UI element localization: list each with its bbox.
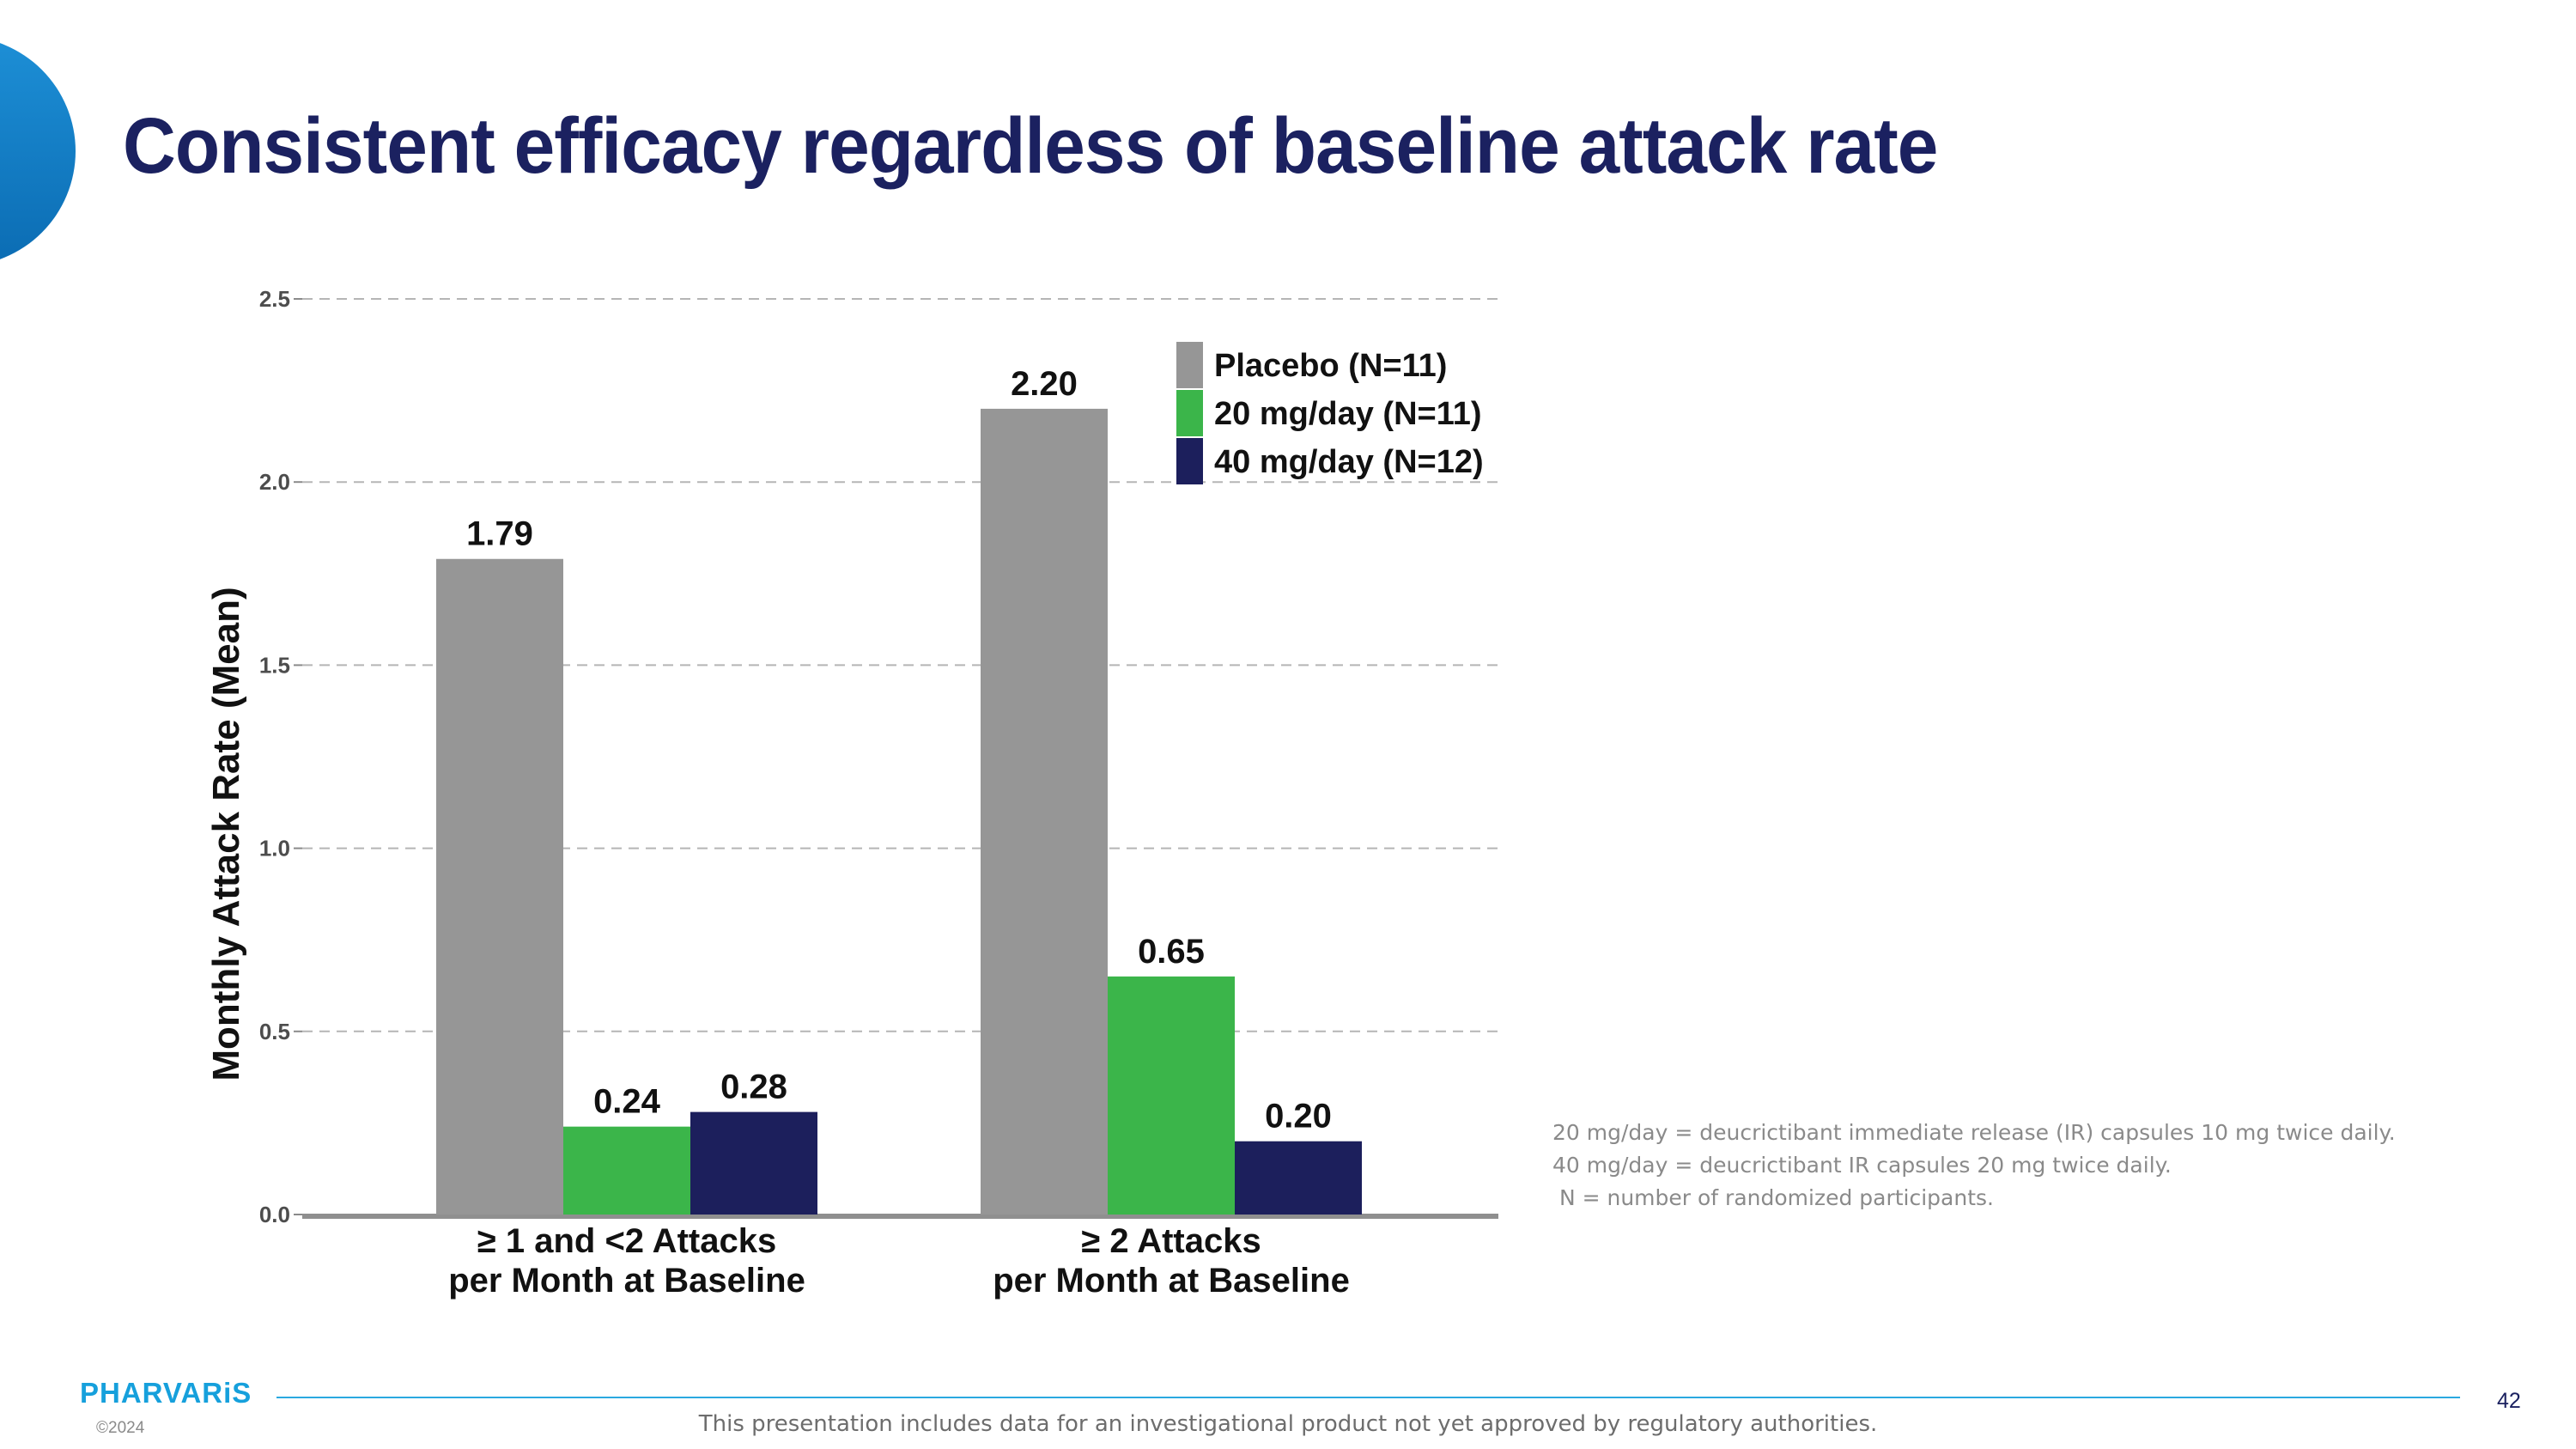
page-number: 42 xyxy=(2497,1389,2521,1413)
bar xyxy=(690,1111,817,1215)
slide-title: Consistent efficacy regardless of baseli… xyxy=(123,102,1938,190)
footnote-40mg: 40 mg/day = deucrictibant IR capsules 20… xyxy=(1552,1153,2172,1178)
legend-swatch xyxy=(1176,342,1203,388)
bar-value-label: 2.20 xyxy=(1011,365,1078,403)
y-axis-label: Monthly Attack Rate (Mean) xyxy=(205,587,247,1081)
bar-value-label: 1.79 xyxy=(466,515,533,553)
bar-value-label: 0.20 xyxy=(1265,1098,1332,1135)
y-tick-label: 1.5 xyxy=(259,652,290,678)
bar xyxy=(563,1126,690,1215)
legend-label: Placebo (N=11) xyxy=(1214,348,1447,384)
bar xyxy=(1108,976,1235,1215)
y-tick-label: 0.5 xyxy=(259,1019,290,1044)
x-category-label: per Month at Baseline xyxy=(993,1262,1350,1300)
bar-value-label: 0.24 xyxy=(593,1083,661,1121)
x-category-label: ≥ 1 and <2 Attacks xyxy=(477,1222,776,1260)
y-tick-label: 1.0 xyxy=(259,836,290,861)
legend-swatch xyxy=(1176,390,1203,436)
footnote-20mg: 20 mg/day = deucrictibant immediate rele… xyxy=(1552,1120,2396,1145)
y-tick-label: 0.0 xyxy=(259,1202,290,1227)
legend-label: 20 mg/day (N=11) xyxy=(1214,396,1482,432)
bar-value-label: 0.65 xyxy=(1138,933,1205,971)
footnotes: 20 mg/day = deucrictibant immediate rele… xyxy=(1552,1117,2396,1215)
bar-value-label: 0.28 xyxy=(720,1068,787,1106)
copyright: ©2024 xyxy=(96,1419,145,1437)
footnote-n: N = number of randomized participants. xyxy=(1552,1185,1994,1210)
bar xyxy=(1235,1141,1362,1215)
x-category-label: per Month at Baseline xyxy=(448,1262,805,1300)
disclaimer: This presentation includes data for an i… xyxy=(698,1411,1878,1437)
legend-swatch xyxy=(1176,438,1203,484)
y-tick-label: 2.0 xyxy=(259,469,290,495)
pharvaris-logo: PHARVARiS xyxy=(80,1377,252,1409)
x-category-label: ≥ 2 Attacks xyxy=(1081,1222,1261,1260)
legend-label: 40 mg/day (N=12) xyxy=(1214,444,1484,480)
y-tick-label: 2.5 xyxy=(259,286,290,312)
bar xyxy=(981,408,1108,1215)
footer-divider xyxy=(276,1397,2460,1398)
bar xyxy=(436,558,563,1215)
